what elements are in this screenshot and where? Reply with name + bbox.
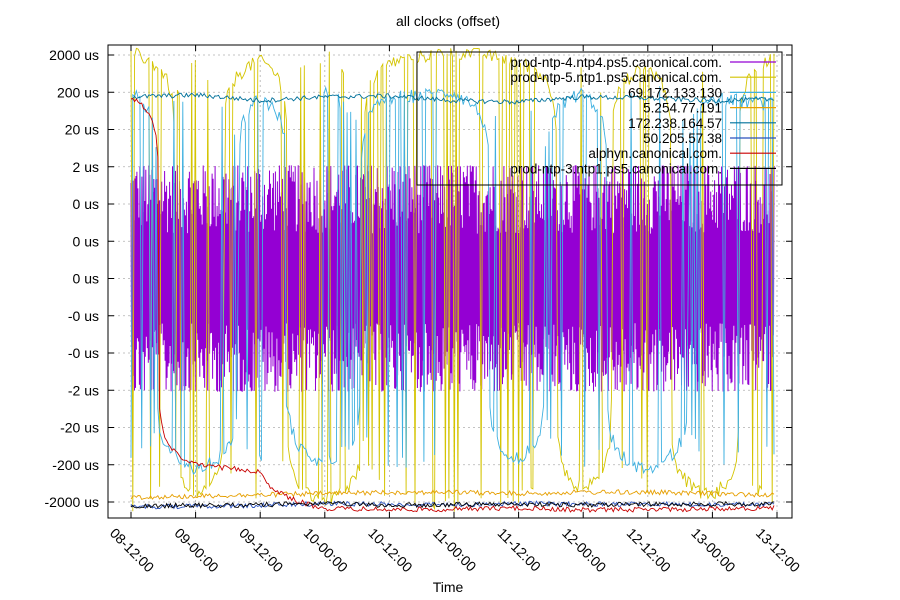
legend-entry: 50.205.57.38	[643, 131, 722, 146]
series-line	[130, 500, 775, 509]
legend: prod-ntp-4.ntp4.ps5.canonical.com.prod-n…	[416, 51, 783, 186]
series-line	[130, 165, 775, 392]
x-tick-label: 11-00:00	[430, 525, 480, 575]
series-4	[130, 488, 775, 500]
series-line	[130, 85, 775, 475]
series-5	[130, 92, 775, 105]
series-3	[130, 85, 775, 475]
legend-entry: alphyn.canonical.com.	[588, 146, 722, 161]
y-tick-label: -200 us	[52, 457, 99, 473]
x-tick-label: 11-12:00	[494, 525, 544, 575]
plot-frame	[107, 44, 793, 519]
x-tick-label: 12-12:00	[624, 525, 675, 576]
legend-entry: 5.254.77.191	[643, 101, 722, 116]
series-2	[130, 47, 775, 512]
chart-title: all clocks (offset)	[396, 13, 500, 29]
legend-entry: 69.172.133.130	[628, 85, 722, 100]
x-tick-label: 10-12:00	[365, 525, 416, 576]
y-axis: 2000 us 200 us 20 us 2 us 0 us 0 us 0 us -0 us -…	[45, 47, 792, 510]
legend-entry: prod-ntp-5.ntp1.ps5.canonical.com.	[510, 70, 722, 85]
x-tick-label: 12-00:00	[559, 525, 610, 576]
y-tick-label: -20 us	[60, 420, 99, 436]
y-tick-label: 0 us	[73, 233, 99, 249]
legend-box	[416, 51, 783, 186]
x-tick-label: 10-00:00	[301, 525, 352, 576]
y-tick-label: 2000 us	[49, 47, 99, 63]
y-tick-label: -0 us	[68, 308, 99, 324]
x-tick-label: 09-00:00	[171, 525, 222, 576]
y-tick-label: 2 us	[73, 159, 99, 175]
series-6	[130, 500, 775, 510]
series-line	[130, 97, 775, 513]
x-axis-label: Time	[433, 579, 464, 595]
y-tick-label: 0 us	[73, 271, 99, 287]
x-tick-label: 13-00:00	[688, 525, 739, 576]
x-tick-label: 09-12:00	[236, 525, 287, 576]
x-tick-label: 08-12:00	[107, 525, 158, 576]
x-tick-label: 13-12:00	[753, 525, 804, 576]
y-tick-label: -2000 us	[45, 494, 99, 510]
y-tick-label: 0 us	[73, 196, 99, 212]
y-tick-label: 20 us	[65, 122, 99, 138]
series-line	[130, 47, 775, 512]
series-line	[130, 92, 775, 105]
legend-entry: prod-ntp-3.ntp1.ps5.canonical.com.	[510, 161, 722, 176]
series-8	[130, 500, 775, 509]
series-line	[130, 500, 775, 510]
series-1	[130, 165, 775, 392]
y-tick-label: 200 us	[57, 84, 99, 100]
series-layer	[130, 47, 775, 513]
series-7	[130, 97, 775, 513]
legend-entry: 172.238.164.57	[628, 116, 722, 131]
series-line	[130, 488, 775, 500]
legend-entry: prod-ntp-4.ntp4.ps5.canonical.com.	[510, 55, 722, 70]
y-tick-label: -0 us	[68, 345, 99, 361]
y-tick-label: -2 us	[68, 382, 99, 398]
